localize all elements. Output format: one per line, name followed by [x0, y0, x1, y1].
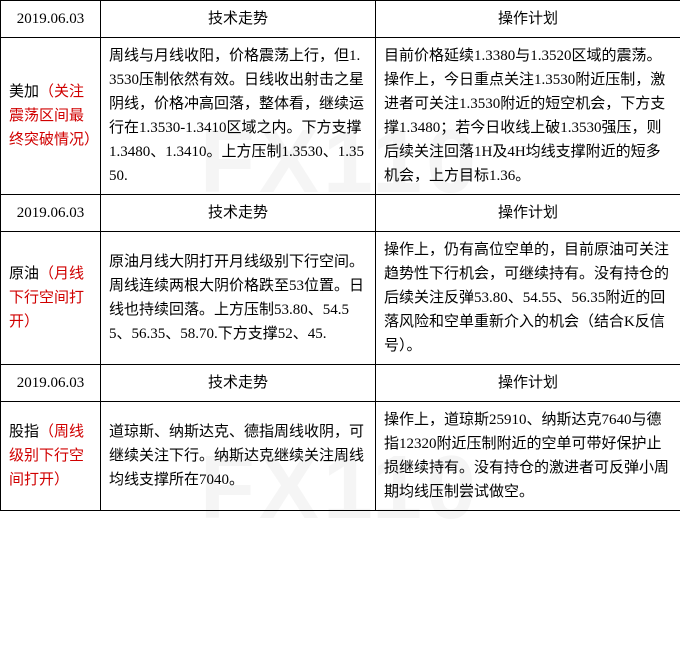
tech-cell: 周线与月线收阳，价格震荡上行，但1.3530压制依然有效。日线收出射击之星阴线，… — [101, 38, 376, 195]
instrument-name: 原油 — [9, 266, 39, 282]
page-wrapper: 2019.06.03 技术走势 操作计划 美加（关注震荡区间最终突破情况） 周线… — [0, 0, 680, 651]
plan-cell: 目前价格延续1.3380与1.3520区域的震荡。操作上，今日重点关注1.353… — [376, 38, 680, 195]
instrument-name: 股指 — [9, 424, 39, 440]
plan-cell: 操作上，道琼斯25910、纳斯达克7640与德指12320附近压制附近的空单可带… — [376, 402, 680, 511]
table-row: 2019.06.03 技术走势 操作计划 — [1, 365, 680, 402]
tech-cell: 原油月线大阴打开月线级别下行空间。周线连续两根大阴价格跌至53位置。日线也持续回… — [101, 232, 376, 365]
table-row: 2019.06.03 技术走势 操作计划 — [1, 195, 680, 232]
instrument-label: 原油（月线下行空间打开） — [1, 232, 101, 365]
tech-cell: 道琼斯、纳斯达克、德指周线收阴，可继续关注下行。纳斯达克继续关注周线均线支撑所在… — [101, 402, 376, 511]
plan-cell: 操作上，仍有高位空单的，目前原油可关注趋势性下行机会，可继续持有。没有持仓的后续… — [376, 232, 680, 365]
table-row: 股指（周线级别下行空间打开） 道琼斯、纳斯达克、德指周线收阴，可继续关注下行。纳… — [1, 402, 680, 511]
analysis-table: 2019.06.03 技术走势 操作计划 美加（关注震荡区间最终突破情况） 周线… — [0, 0, 680, 511]
table-row: 2019.06.03 技术走势 操作计划 — [1, 1, 680, 38]
instrument-label: 美加（关注震荡区间最终突破情况） — [1, 38, 101, 195]
tech-header: 技术走势 — [101, 195, 376, 232]
tech-header: 技术走势 — [101, 365, 376, 402]
date-cell: 2019.06.03 — [1, 195, 101, 232]
plan-header: 操作计划 — [376, 365, 680, 402]
plan-header: 操作计划 — [376, 1, 680, 38]
instrument-label: 股指（周线级别下行空间打开） — [1, 402, 101, 511]
plan-header: 操作计划 — [376, 195, 680, 232]
table-row: 原油（月线下行空间打开） 原油月线大阴打开月线级别下行空间。周线连续两根大阴价格… — [1, 232, 680, 365]
tech-header: 技术走势 — [101, 1, 376, 38]
table-row: 美加（关注震荡区间最终突破情况） 周线与月线收阳，价格震荡上行，但1.3530压… — [1, 38, 680, 195]
date-cell: 2019.06.03 — [1, 1, 101, 38]
instrument-name: 美加 — [9, 84, 39, 100]
date-cell: 2019.06.03 — [1, 365, 101, 402]
